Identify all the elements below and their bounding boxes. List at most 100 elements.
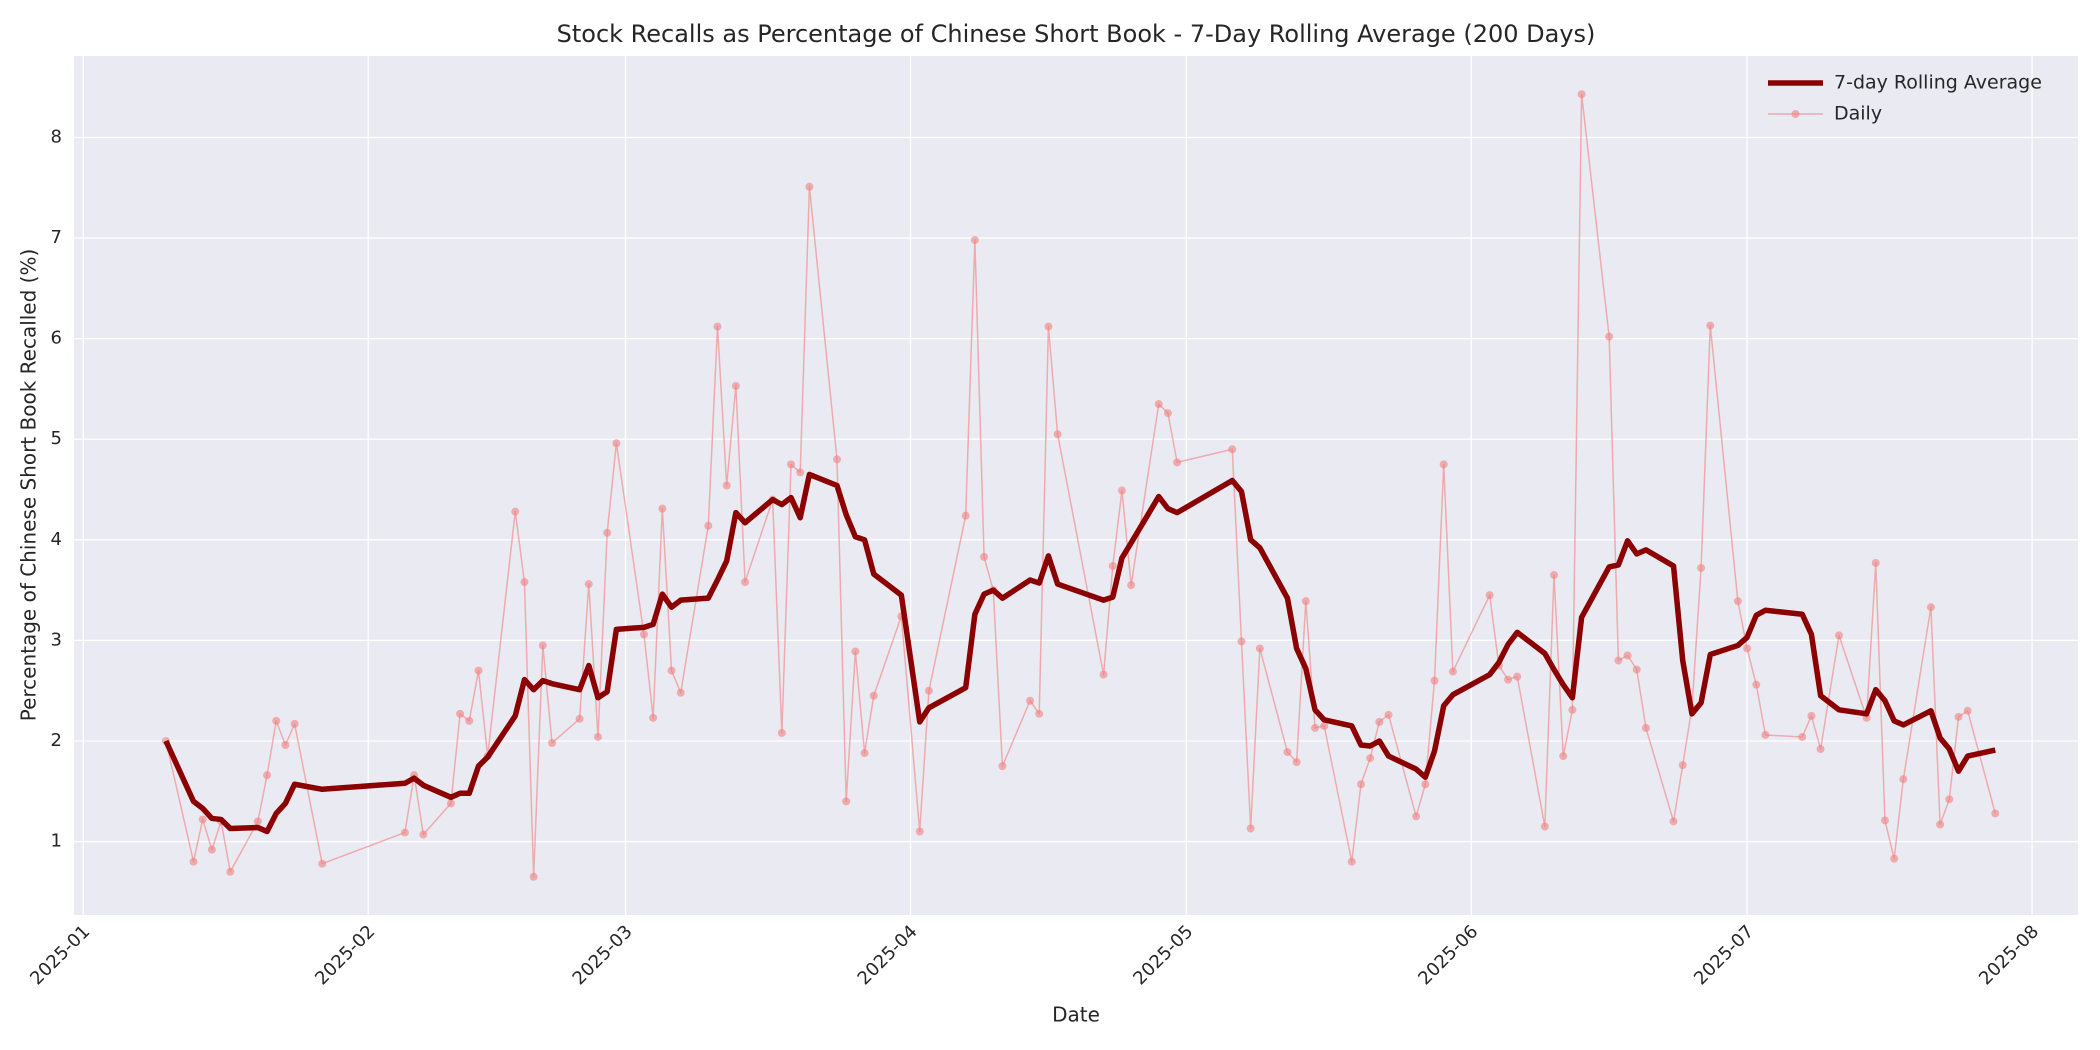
- data-point: [1954, 712, 1963, 721]
- legend-label: Daily: [1834, 103, 1882, 125]
- data-point: [1035, 709, 1044, 718]
- data-point: [1991, 809, 2000, 818]
- data-point: [1421, 780, 1430, 789]
- data-point: [207, 845, 216, 854]
- data-point: [456, 709, 465, 718]
- data-point: [1384, 710, 1393, 719]
- data-point: [1632, 665, 1641, 674]
- data-point: [1117, 486, 1126, 495]
- y-tick-label: 5: [51, 428, 62, 449]
- data-point: [704, 521, 713, 530]
- data-point: [520, 578, 529, 587]
- data-point: [970, 236, 979, 245]
- data-point: [722, 481, 731, 490]
- data-point: [1044, 322, 1053, 331]
- y-axis-label: Percentage of Chinese Short Book Recalle…: [17, 249, 41, 722]
- data-point: [1513, 672, 1522, 681]
- data-point: [1926, 603, 1935, 612]
- data-point: [612, 439, 621, 448]
- data-point: [281, 741, 290, 750]
- data-point: [1053, 430, 1062, 439]
- y-tick-label: 3: [51, 629, 62, 650]
- data-point: [1752, 680, 1761, 689]
- series-line: [165, 93, 1996, 878]
- data-point: [1228, 445, 1237, 454]
- data-point: [1283, 748, 1292, 757]
- data-point: [226, 867, 235, 876]
- data-point: [1605, 332, 1614, 341]
- data-point: [1706, 321, 1715, 330]
- data-point: [924, 686, 933, 695]
- data-point: [548, 738, 557, 747]
- data-point: [1871, 558, 1880, 567]
- data-point: [842, 797, 851, 806]
- data-point: [1448, 667, 1457, 676]
- data-point: [741, 578, 750, 587]
- data-point: [1577, 90, 1586, 99]
- data-point: [1366, 754, 1375, 763]
- data-point: [1173, 458, 1182, 467]
- data-point: [593, 732, 602, 741]
- plot-area: [74, 56, 2078, 915]
- data-point: [777, 728, 786, 737]
- data-point: [1807, 711, 1816, 720]
- data-point: [419, 830, 428, 839]
- data-point: [1026, 696, 1035, 705]
- x-tick-label: 2025-08: [1975, 921, 2043, 989]
- data-point: [1559, 752, 1568, 761]
- y-tick-label: 6: [51, 328, 62, 349]
- data-point: [1623, 651, 1632, 660]
- data-point: [529, 872, 538, 881]
- data-point: [1733, 597, 1742, 606]
- data-point: [584, 580, 593, 589]
- data-point: [667, 666, 676, 675]
- data-point: [1292, 758, 1301, 767]
- data-point: [1540, 822, 1549, 831]
- data-point: [189, 857, 198, 866]
- data-point: [538, 641, 547, 650]
- x-tick-label: 2025-07: [1690, 921, 1758, 989]
- y-tick-label: 7: [51, 227, 62, 248]
- x-tick-label: 2025-03: [569, 921, 637, 989]
- data-point: [446, 799, 455, 808]
- data-point: [1439, 460, 1448, 469]
- data-point: [1108, 561, 1117, 570]
- data-point: [1678, 761, 1687, 770]
- data-point: [1301, 597, 1310, 606]
- data-point: [1347, 857, 1356, 866]
- data-point: [1568, 705, 1577, 714]
- data-point: [1237, 637, 1246, 646]
- x-axis-label: Date: [1052, 1003, 1100, 1027]
- data-point: [998, 762, 1007, 771]
- data-point: [832, 455, 841, 464]
- data-point: [796, 468, 805, 477]
- data-point: [198, 815, 207, 824]
- data-point: [290, 719, 299, 728]
- data-point: [1641, 723, 1650, 732]
- data-point: [1163, 409, 1172, 418]
- data-point: [1614, 656, 1623, 665]
- data-point: [860, 749, 869, 758]
- y-tick-label: 8: [51, 126, 62, 147]
- data-point: [1669, 817, 1678, 826]
- legend-label: 7-day Rolling Average: [1834, 72, 2042, 94]
- data-point: [1430, 676, 1439, 685]
- data-point: [272, 716, 281, 725]
- data-point: [915, 827, 924, 836]
- x-tick-label: 2025-01: [26, 921, 94, 989]
- data-point: [787, 460, 796, 469]
- data-point: [1697, 563, 1706, 572]
- data-point: [1890, 854, 1899, 863]
- data-point: [511, 507, 520, 516]
- data-point: [603, 528, 612, 537]
- data-point: [1356, 780, 1365, 789]
- data-point: [575, 714, 584, 723]
- y-tick-label: 2: [51, 730, 62, 751]
- data-point: [1504, 675, 1513, 684]
- data-point: [474, 666, 483, 675]
- y-tick-label: 4: [51, 529, 62, 550]
- data-point: [1945, 795, 1954, 804]
- data-point: [649, 713, 658, 722]
- data-point: [713, 322, 722, 331]
- data-point: [1127, 581, 1136, 590]
